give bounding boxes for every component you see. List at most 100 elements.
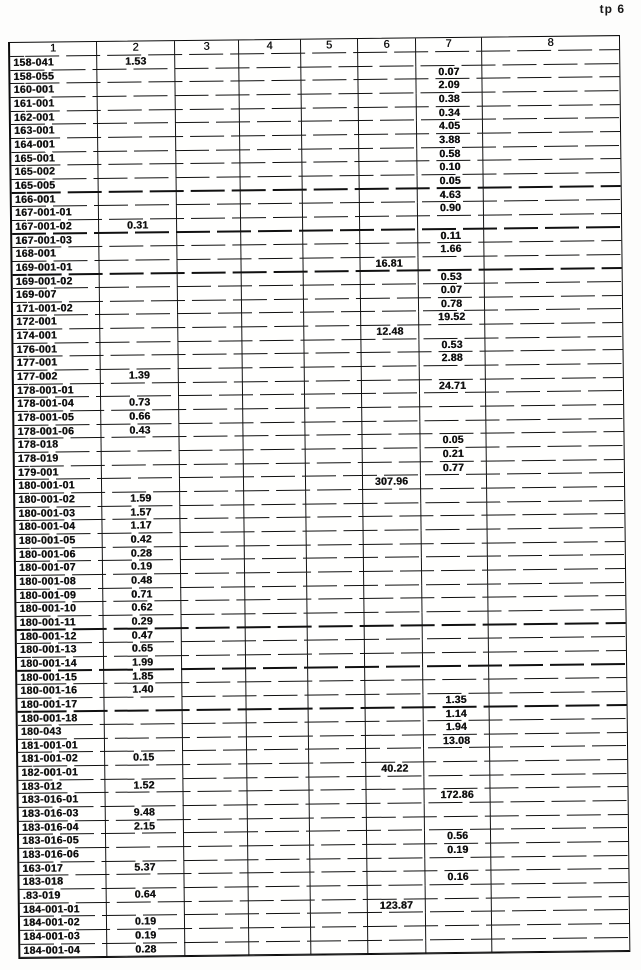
cell-col7 <box>420 393 487 408</box>
row-id: 158-041 <box>10 55 98 71</box>
row-id: 169-001-01 <box>12 260 100 276</box>
cell-col2 <box>104 724 183 739</box>
cell-col4 <box>243 436 306 451</box>
cell-col7 <box>419 324 486 340</box>
cell-col4 <box>248 913 312 929</box>
cell-col3 <box>177 272 242 288</box>
cell-col6: 40.22 <box>366 762 425 777</box>
cell-col3 <box>183 750 248 766</box>
cell-col5 <box>308 667 366 682</box>
cell-col2: 1.85 <box>104 669 183 685</box>
cell-col6 <box>358 52 417 67</box>
cell-col7: 3.88 <box>417 133 484 148</box>
cell-col5 <box>309 817 367 833</box>
cell-col4 <box>241 231 304 246</box>
cell-col6 <box>363 557 423 572</box>
cell-col5 <box>310 845 368 860</box>
cell-col5 <box>306 517 364 532</box>
row-id: 180-001-09 <box>16 588 104 604</box>
cell-col2: 0.66 <box>101 410 180 425</box>
cell-col5 <box>303 257 361 273</box>
cell-col3 <box>176 136 241 151</box>
row-id: 180-001-03 <box>15 506 103 522</box>
cell-col5 <box>304 367 362 382</box>
cell-col7 <box>421 488 488 503</box>
cell-col4 <box>244 517 307 533</box>
cell-col4 <box>241 285 304 301</box>
cell-col3 <box>181 586 246 602</box>
cell-col7: 0.38 <box>416 92 483 107</box>
cell-col3 <box>184 914 250 930</box>
column-header-7: 7 <box>415 37 483 53</box>
row-id: 163-001 <box>10 124 99 139</box>
cell-col7: 0.53 <box>418 270 485 285</box>
cell-col3 <box>175 81 240 97</box>
cell-col2: 1.40 <box>104 683 183 698</box>
cell-col3 <box>178 341 243 356</box>
cell-col5 <box>305 394 363 409</box>
cell-col5 <box>304 339 362 355</box>
cell-col2 <box>97 96 176 111</box>
row-id: 184-001-02 <box>19 916 108 931</box>
cell-col4 <box>240 190 303 205</box>
row-id: 165-005 <box>11 178 99 194</box>
row-id: 164-001 <box>11 137 99 153</box>
cell-col6 <box>364 598 423 613</box>
cell-col4 <box>240 203 304 219</box>
row-id: 184-001-03 <box>20 929 108 945</box>
cell-col7 <box>418 256 485 271</box>
cell-col6 <box>367 885 426 900</box>
cell-col7: 2.09 <box>416 78 483 94</box>
cell-col7: 19.52 <box>419 311 486 326</box>
cell-col6 <box>365 721 424 736</box>
cell-col2: 0.19 <box>107 929 186 944</box>
cell-col3 <box>176 190 241 206</box>
cell-col6 <box>364 639 423 654</box>
cell-col5 <box>302 189 360 204</box>
row-id: 180-001-08 <box>16 574 104 590</box>
cell-col2 <box>98 178 177 193</box>
column-header-1: 1 <box>10 41 98 57</box>
cell-col2: 0.47 <box>103 628 182 644</box>
cell-col6 <box>358 66 417 81</box>
cell-col6 <box>359 147 418 163</box>
cell-col5 <box>306 503 364 518</box>
cell-col5 <box>303 285 361 300</box>
cell-col4 <box>243 476 307 492</box>
row-id: 177-002 <box>13 370 101 385</box>
cell-col7 <box>422 597 489 613</box>
cell-col2: 0.65 <box>103 642 182 657</box>
cell-col7: 0.56 <box>424 829 492 845</box>
cell-col6 <box>364 584 423 600</box>
cell-col7: 0.90 <box>417 201 484 217</box>
row-id: 162-001 <box>10 110 98 126</box>
row-id: 183-012 <box>18 779 106 795</box>
cell-col5 <box>302 203 361 218</box>
cell-col4 <box>243 463 306 478</box>
cell-col5 <box>303 244 361 259</box>
cell-col2 <box>97 123 177 138</box>
cell-col6 <box>358 120 418 135</box>
cell-col6 <box>358 79 417 94</box>
cell-col7: 0.78 <box>418 297 486 312</box>
cell-col3 <box>175 95 240 110</box>
cell-col6 <box>366 789 425 805</box>
cell-col5 <box>311 926 369 942</box>
column-header-5: 5 <box>300 39 359 54</box>
cell-col3 <box>176 163 241 179</box>
cell-col3 <box>178 327 243 342</box>
cell-col5 <box>306 544 364 559</box>
cell-col2 <box>101 451 180 466</box>
row-id: 174-001 <box>13 329 101 344</box>
cell-col3 <box>184 901 249 916</box>
cell-col6 <box>363 516 422 531</box>
cell-col7 <box>420 474 488 490</box>
cell-col2: 1.57 <box>102 505 181 521</box>
cell-col3 <box>179 395 244 411</box>
cell-col6 <box>360 270 419 286</box>
cell-col5 <box>303 230 361 245</box>
cell-col7: 24.71 <box>419 379 487 394</box>
cell-col2 <box>98 164 177 179</box>
cell-col7 <box>422 652 490 667</box>
cell-col6 <box>361 380 421 395</box>
